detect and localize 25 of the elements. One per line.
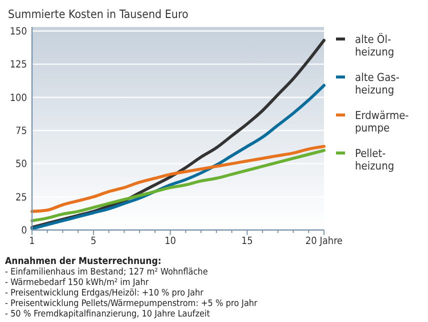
legend-label: alte Gas- heizung: [355, 71, 400, 96]
y-tick-label: 50: [16, 159, 28, 170]
x-tick-label: 20 Jahre: [305, 236, 344, 247]
chart-title: Summierte Kosten in Tausend Euro: [8, 7, 188, 21]
x-tick-label: 10: [164, 236, 176, 247]
y-tick-label: 125: [10, 60, 27, 71]
y-tick-label: 0: [21, 226, 28, 236]
text: - 50 % Fremdkapitalfinanzierung, 10 Jahre Laufzeit: [5, 310, 210, 320]
line-series: [30, 144, 326, 213]
y-tick-label: 75: [16, 126, 27, 137]
y-tick-label: 25: [16, 192, 27, 204]
text: Annahmen der Musterrechnung:: [5, 256, 162, 267]
text: - Preisentwicklung Pellets/Wärmepumpenstrom: +5 % pro Jahr: [5, 299, 258, 309]
x-tick-label: 15: [241, 236, 253, 247]
text: - Preisentwicklung Erdgas/Heizöl: +10 % pro Jahr: [5, 288, 204, 298]
line-series: [30, 148, 326, 222]
legend-label: Pellet- heizung: [355, 147, 394, 172]
x-tick-label: 1: [29, 236, 35, 247]
legend-label: Erdwärme- pumpe: [355, 109, 410, 134]
text: - Einfamilienhaus im Bestand; 127 m² Wohnfläche: [5, 268, 208, 278]
x-tick-label: 5: [90, 236, 96, 247]
y-tick-label: 150: [10, 26, 28, 38]
legend-label: alte Öl- heizung: [355, 32, 394, 58]
text: - Wärmebedarf 150 kWh/m² im Jahr: [5, 278, 150, 288]
y-tick-label: 100: [10, 92, 28, 104]
